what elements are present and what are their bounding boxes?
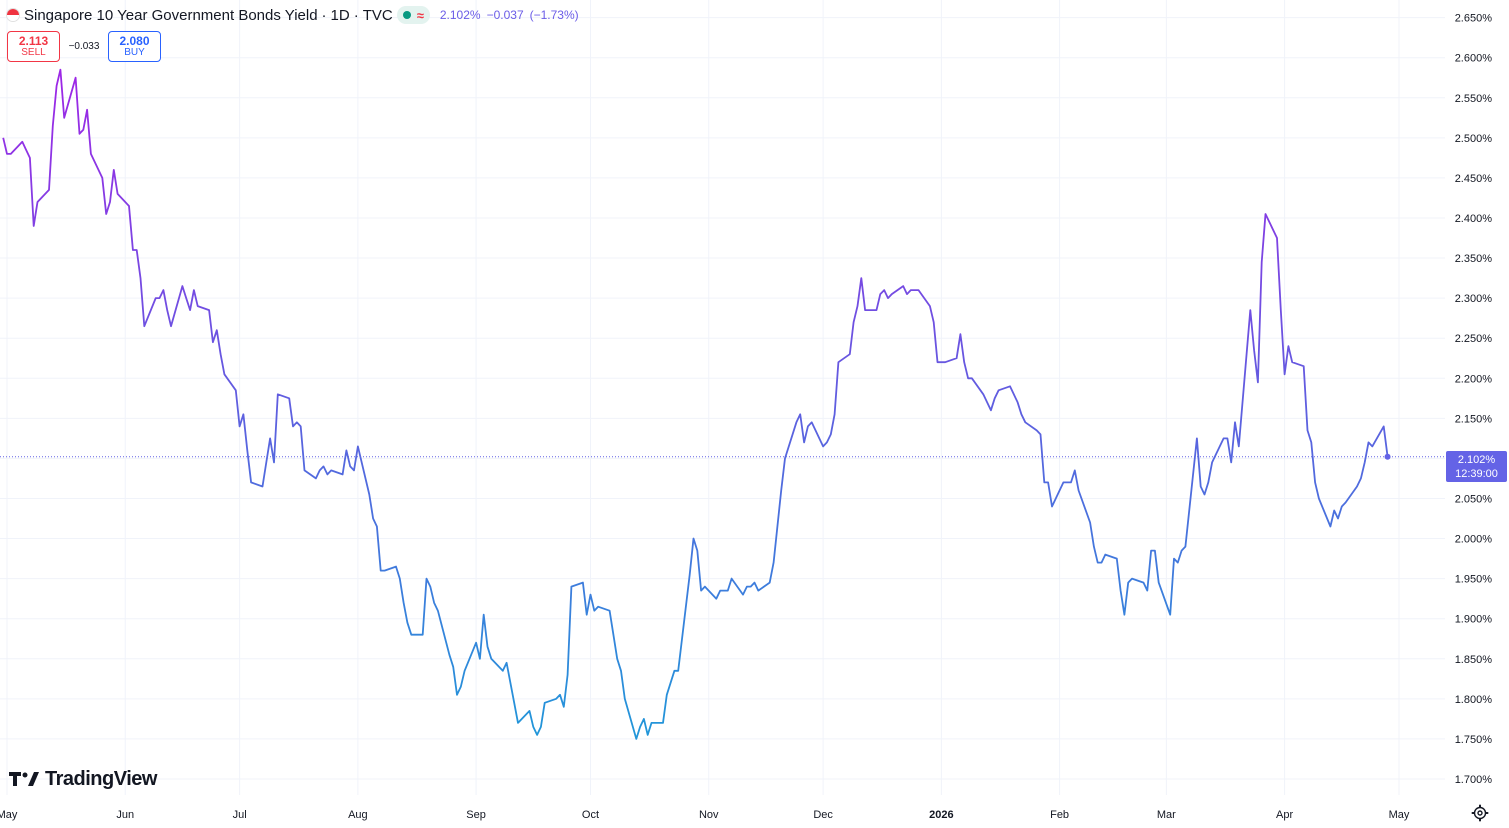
current-price-label: 2.102% 12:39:00	[1446, 451, 1507, 482]
y-tick-label: 1.900%	[1455, 614, 1493, 626]
y-tick-label: 2.450%	[1455, 173, 1493, 185]
y-tick-label: 2.400%	[1455, 213, 1493, 225]
last-value-point	[1384, 453, 1391, 460]
source-label[interactable]: TVC	[362, 6, 393, 24]
market-open-dot-icon	[402, 11, 411, 19]
y-tick-label: 1.700%	[1455, 774, 1493, 786]
y-tick-label: 1.950%	[1455, 574, 1493, 586]
singapore-flag-icon	[6, 8, 20, 22]
trade-buttons: 2.113 SELL −0.033 2.080 BUY	[7, 31, 161, 62]
chart-legend-header: Singapore 10 Year Government Bonds Yield…	[6, 5, 579, 25]
x-tick-label: May	[1389, 809, 1410, 821]
market-status-pill[interactable]: ≈	[396, 6, 430, 24]
y-tick-label: 2.550%	[1455, 93, 1493, 105]
y-tick-label: 2.000%	[1455, 534, 1493, 546]
price-label-value: 2.102%	[1457, 454, 1496, 466]
buy-label: BUY	[124, 46, 145, 58]
chart-grid	[0, 0, 1445, 795]
x-tick-label: Feb	[1050, 809, 1069, 821]
x-tick-label: Sep	[466, 809, 486, 821]
x-tick-label: Dec	[813, 809, 833, 821]
change-percent: (−1.73%)	[529, 8, 579, 22]
tradingview-logo-icon	[9, 772, 39, 786]
settings-gear-icon[interactable]	[1471, 804, 1489, 822]
separator-dot: ·	[321, 6, 327, 24]
spread-value: −0.033	[68, 41, 100, 52]
x-tick-label: 2026	[929, 809, 953, 821]
y-tick-label: 1.800%	[1455, 694, 1493, 706]
separator-dot: ·	[353, 6, 359, 24]
x-tick-label: Oct	[582, 809, 599, 821]
change-value: −0.037	[486, 8, 524, 22]
x-tick-label: Apr	[1276, 809, 1293, 821]
x-tick-label: Jul	[233, 809, 247, 821]
y-tick-label: 2.650%	[1455, 13, 1493, 25]
y-tick-label: 2.050%	[1455, 493, 1493, 505]
x-tick-label: May	[0, 809, 18, 821]
brand-name: TradingView	[45, 767, 157, 790]
x-tick-label: Nov	[699, 809, 719, 821]
y-tick-label: 2.200%	[1455, 373, 1493, 385]
y-tick-label: 1.750%	[1455, 734, 1493, 746]
y-tick-label: 2.500%	[1455, 133, 1493, 145]
y-tick-label: 1.850%	[1455, 654, 1493, 666]
sell-label: SELL	[21, 46, 46, 58]
last-value: 2.102%	[439, 8, 481, 22]
y-tick-label: 2.300%	[1455, 293, 1493, 305]
x-tick-label: Mar	[1157, 809, 1176, 821]
y-tick-label: 2.600%	[1455, 53, 1493, 65]
symbol-title[interactable]: Singapore 10 Year Government Bonds Yield	[24, 6, 318, 24]
x-tick-label: Jun	[116, 809, 134, 821]
y-tick-label: 2.150%	[1455, 413, 1493, 425]
price-label-countdown: 12:39:00	[1455, 468, 1498, 480]
buy-price: 2.080	[119, 33, 150, 48]
interval-label[interactable]: 1D	[330, 6, 350, 24]
buy-button[interactable]: 2.080 BUY	[108, 31, 161, 62]
sell-price: 2.113	[18, 33, 49, 48]
time-axis: May Jun Jul Aug Sep Oct Nov Dec 2026 Feb Mar Apr May	[0, 809, 1410, 821]
delayed-data-wave-icon: ≈	[416, 7, 424, 23]
tradingview-logo[interactable]: TradingView	[9, 767, 157, 791]
sell-button[interactable]: 2.113 SELL	[7, 31, 60, 62]
y-tick-label: 2.250%	[1455, 333, 1493, 345]
price-axis: 1.700% 1.750% 1.800% 1.850% 1.900% 1.950% 2.00…	[1455, 13, 1493, 786]
yield-series-line	[2, 68, 1389, 740]
x-tick-label: Aug	[348, 809, 368, 821]
y-tick-label: 2.350%	[1455, 253, 1493, 265]
